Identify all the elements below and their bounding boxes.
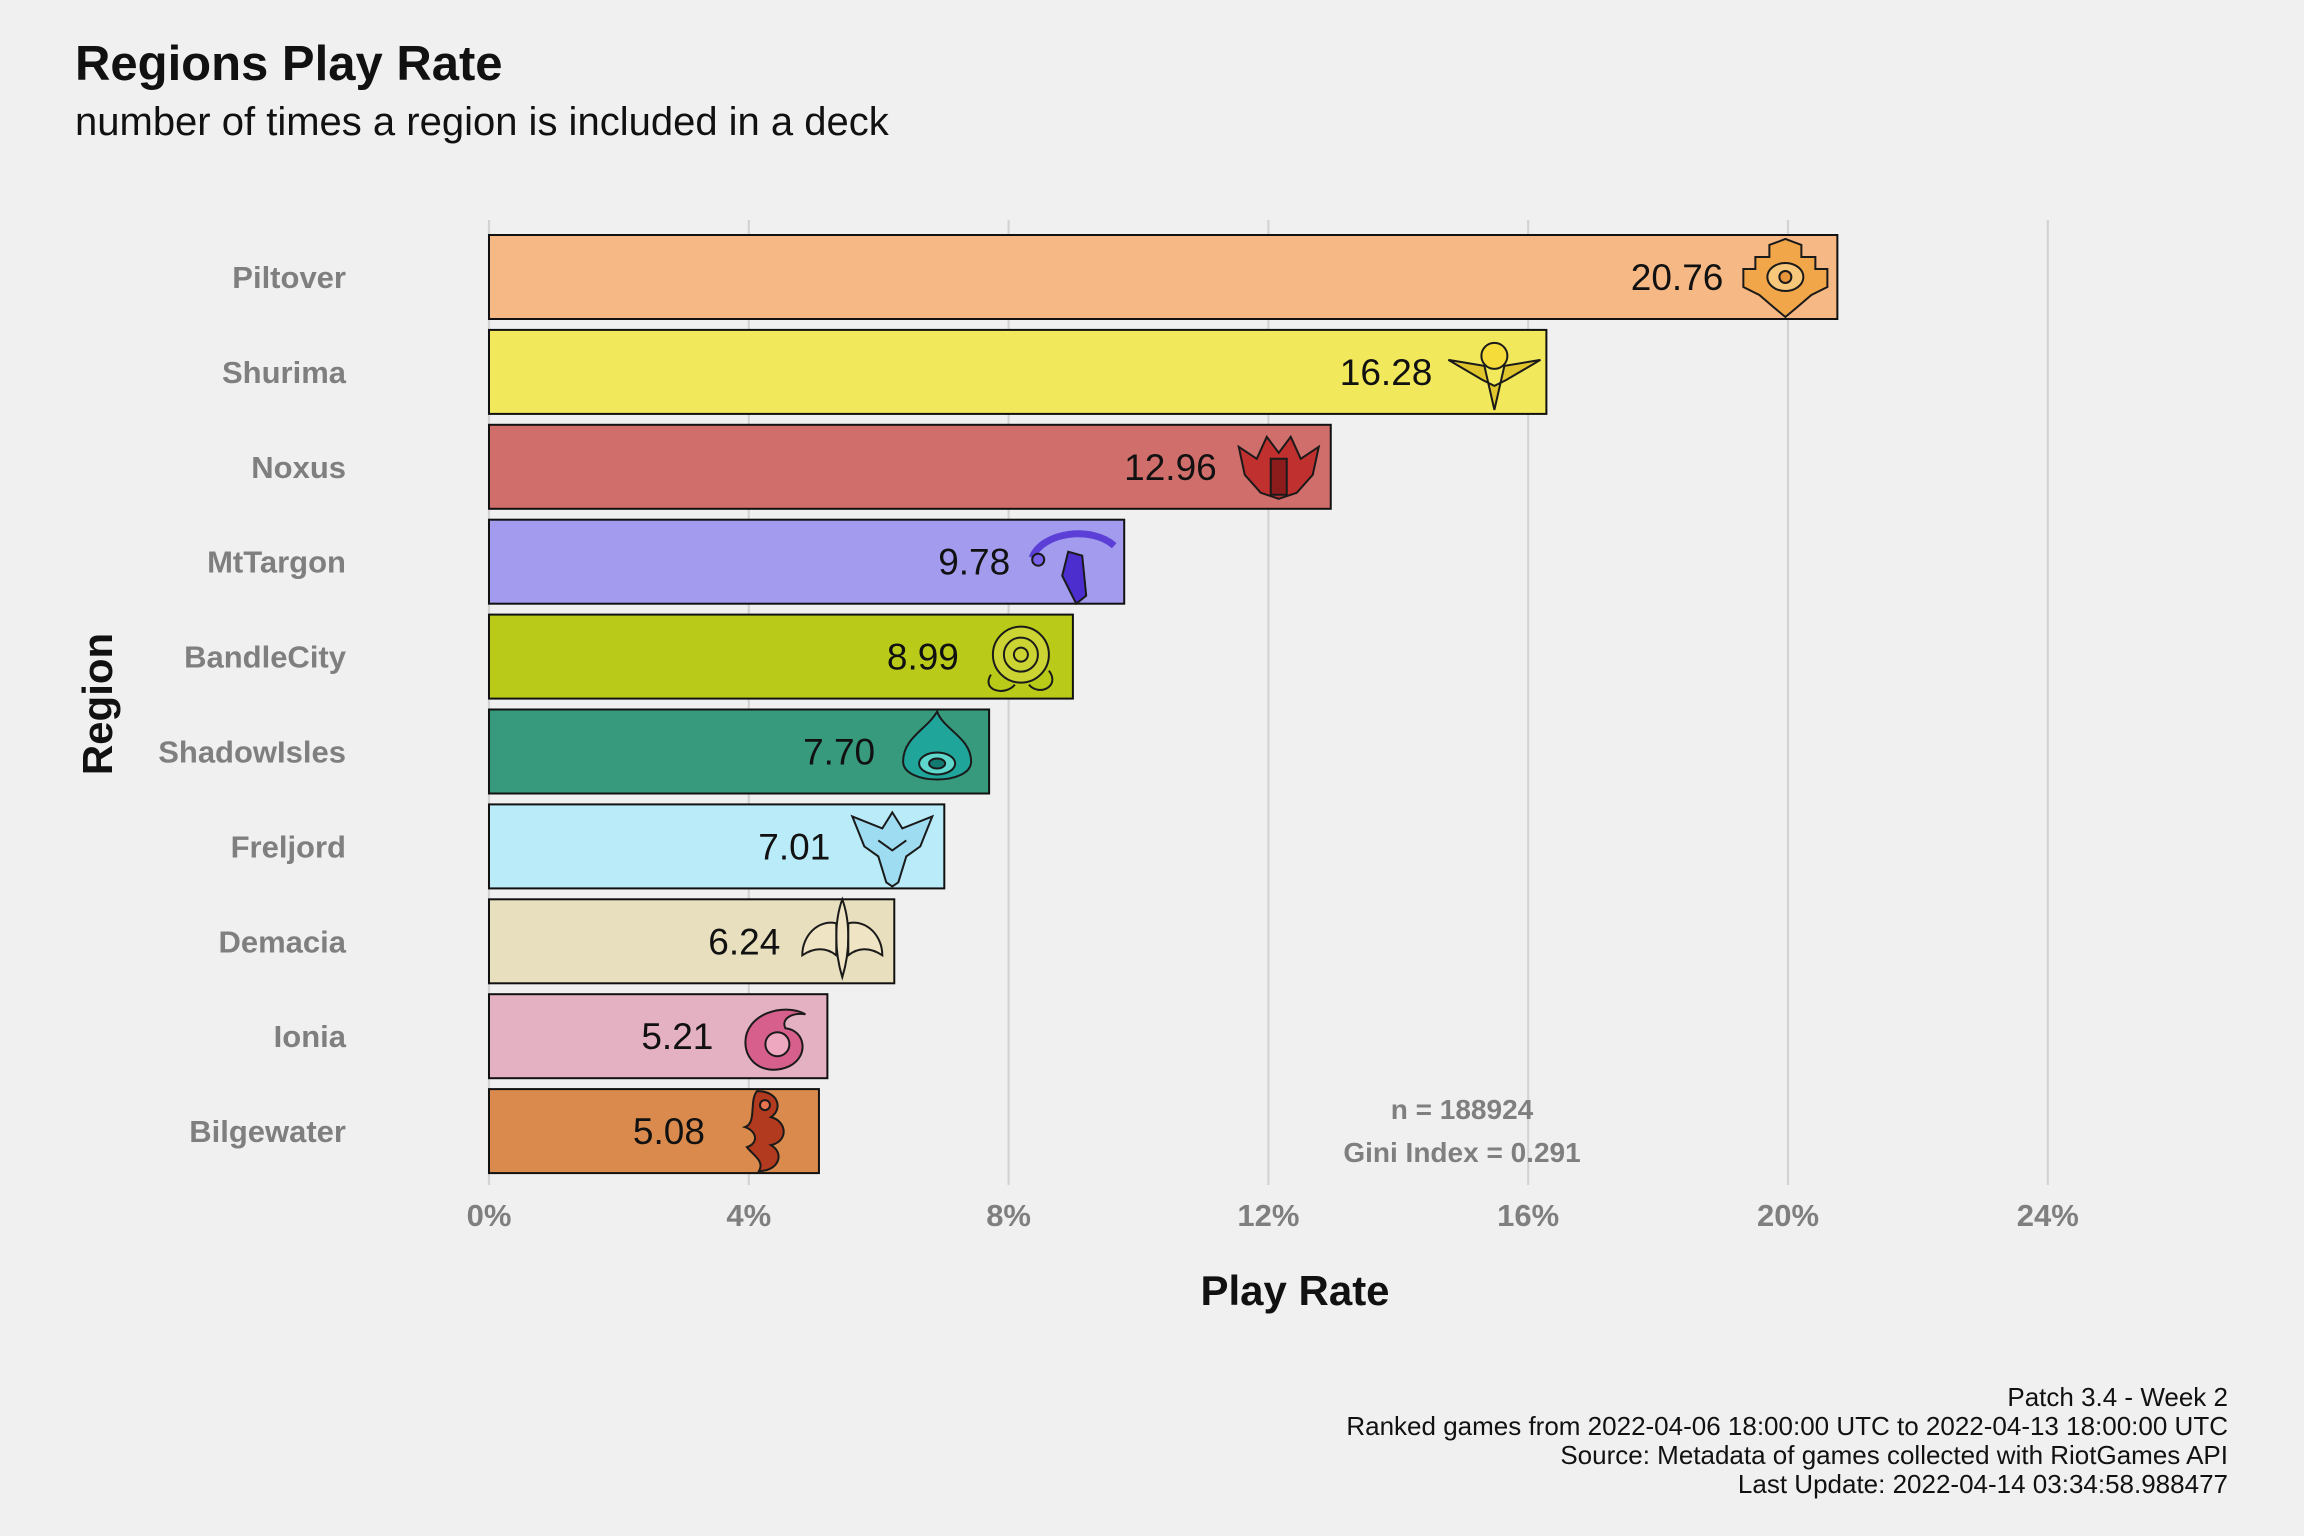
bar-value-label: 7.01 [758,826,830,867]
mttargon-icon [1028,530,1117,606]
bar-value-label: 12.96 [1124,447,1217,488]
chart-title: Regions Play Rate [75,37,503,91]
x-tick-label: 0% [467,1198,512,1233]
gini-index-note: Gini Index = 0.291 [1343,1137,1580,1168]
bar-value-label: 16.28 [1340,352,1433,393]
bilgewater-icon [741,1090,785,1173]
freljord-icon [850,810,935,888]
bar-value-label: 7.70 [803,732,875,773]
x-tick-label: 8% [986,1198,1031,1233]
chart-subtitle: number of times a region is included in … [75,100,889,144]
x-tick-label: 24% [2017,1198,2079,1233]
bar [488,234,1839,320]
y-axis-title: Region [74,633,121,775]
y-axis-labels: Piltover Shurima Noxus MtTargon BandleCity Sh… [158,260,347,1149]
y-category-label: Ionia [274,1019,347,1054]
y-category-label: Demacia [218,924,346,959]
ionia-icon [744,1008,806,1071]
bar [488,328,1548,415]
demacia-icon [801,896,884,981]
y-category-label: Freljord [231,829,346,864]
y-category-label: Noxus [251,450,346,485]
y-category-label: Bilgewater [189,1114,346,1149]
sample-size-note: n = 188924 [1391,1094,1534,1125]
bandlecity-icon [987,625,1054,692]
y-category-label: Shurima [222,355,347,390]
y-category-label: ShadowIsles [158,735,346,770]
x-axis-ticks: 0% 4% 8% 12% 16% 20% 24% [467,1198,2079,1233]
x-tick-label: 20% [1757,1198,1819,1233]
noxus-icon [1237,434,1321,500]
piltover-icon [1742,237,1829,319]
caption-line-patch: Patch 3.4 - Week 2 [2007,1382,2228,1412]
bar-value-label: 5.21 [641,1016,713,1057]
shurima-icon [1447,341,1541,411]
x-tick-label: 16% [1497,1198,1559,1233]
caption-line-range: Ranked games from 2022-04-06 18:00:00 UT… [1346,1411,2228,1441]
bar [488,613,1074,700]
caption-line-source: Source: Metadata of games collected with… [1560,1440,2228,1470]
y-category-label: BandleCity [184,640,347,675]
bar-value-label: 9.78 [938,542,1010,583]
bar-value-label: 6.24 [708,921,780,962]
bar-value-label: 8.99 [887,637,959,678]
chart-caption: Patch 3.4 - Week 2 Ranked games from 202… [1346,1383,2228,1499]
x-tick-label: 12% [1237,1198,1299,1233]
bar-value-label: 5.08 [633,1111,705,1152]
y-category-label: Piltover [232,260,346,295]
bar-value-label: 20.76 [1631,257,1724,298]
shadowisles-icon [902,709,973,781]
bars-group: 20.76 16.28 12.96 9.78 8.99 7.70 7.01 6.24 5.21 5… [488,234,1839,1175]
y-category-label: MtTargon [207,545,346,580]
bar [488,518,1126,605]
x-axis-title: Play Rate [1200,1267,1389,1314]
caption-line-update: Last Update: 2022-04-14 03:34:58.988477 [1737,1469,2228,1499]
x-tick-label: 4% [726,1198,771,1233]
bar [488,423,1332,510]
